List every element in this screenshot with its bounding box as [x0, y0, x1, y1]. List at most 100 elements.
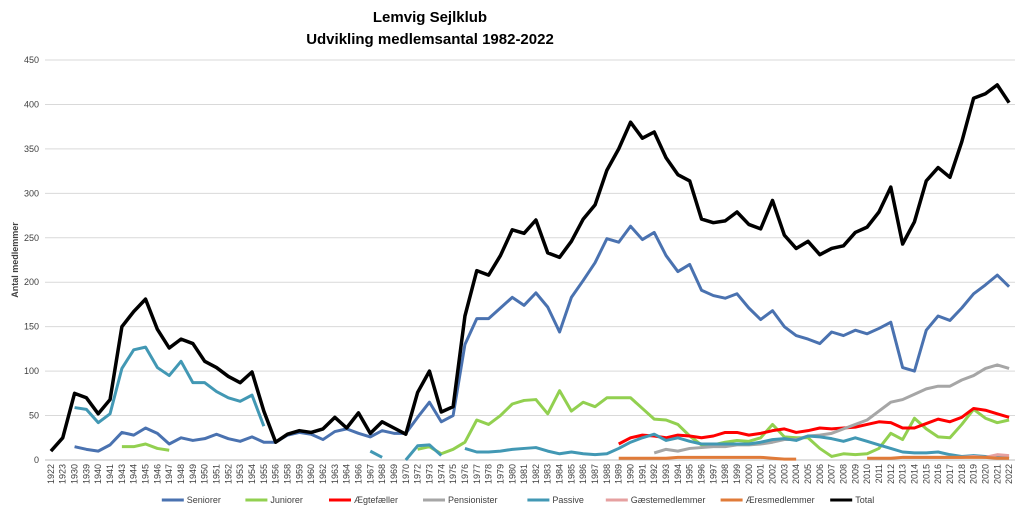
series-line: [618, 406, 1010, 446]
x-tick-label: 1986: [578, 464, 588, 484]
x-tick-label: 1990: [626, 464, 636, 484]
x-tick-label: 1945: [141, 464, 151, 484]
x-tick-label: 1923: [58, 464, 68, 484]
x-tick-label: 1992: [649, 464, 659, 484]
x-tick-label: 2016: [933, 464, 943, 484]
chart-title: Lemvig Sejlklub: [373, 9, 487, 26]
x-tick-label: 1952: [223, 464, 233, 484]
series-line: [49, 83, 1011, 453]
x-tick-label: 1981: [519, 464, 529, 484]
x-tick-label: 2006: [815, 464, 825, 484]
x-tick-label: 1996: [697, 464, 707, 484]
x-tick-label: 1988: [602, 464, 612, 484]
legend-label: Juniorer: [270, 495, 303, 505]
x-tick-label: 1949: [188, 464, 198, 484]
x-tick-label: 1930: [70, 464, 80, 484]
legend-label: Gæstemedlemmer: [631, 495, 706, 505]
x-tick-label: 2018: [957, 464, 967, 484]
x-tick-label: 1975: [448, 464, 458, 484]
x-tick-label: 1956: [271, 464, 281, 484]
x-tick-label: 1922: [46, 464, 56, 484]
x-tick-label: 2001: [756, 464, 766, 484]
x-tick-label: 1974: [436, 464, 446, 484]
x-tick-label: 1955: [259, 464, 269, 484]
y-tick-label: 100: [24, 366, 39, 376]
legend-label: Passive: [552, 495, 584, 505]
x-tick-label: 1958: [283, 464, 293, 484]
x-tick-label: 1943: [117, 464, 127, 484]
x-tick-label: 1940: [93, 464, 103, 484]
x-tick-label: 1970: [401, 464, 411, 484]
x-tick-label: 2019: [969, 464, 979, 484]
x-tick-label: 2015: [921, 464, 931, 484]
x-tick-label: 1948: [176, 464, 186, 484]
legend-label: Ægtefæller: [354, 495, 398, 505]
x-tick-label: 1980: [507, 464, 517, 484]
y-tick-label: 350: [24, 144, 39, 154]
x-tick-label: 1978: [484, 464, 494, 484]
legend-label: Seniorer: [187, 495, 221, 505]
x-tick-label: 1964: [342, 464, 352, 484]
legend-label: Pensionister: [448, 495, 498, 505]
x-tick-label: 1947: [164, 464, 174, 484]
x-tick-label: 1995: [685, 464, 695, 484]
x-tick-label: 2005: [803, 464, 813, 484]
x-tick-label: 1993: [661, 464, 671, 484]
x-tick-label: 1982: [531, 464, 541, 484]
x-tick-label: 1987: [590, 464, 600, 484]
x-tick-label: 1983: [543, 464, 553, 484]
x-tick-label: 1960: [306, 464, 316, 484]
x-tick-label: 1972: [413, 464, 423, 484]
x-tick-label: 1998: [720, 464, 730, 484]
x-tick-label: 1946: [152, 464, 162, 484]
series-line: [74, 345, 1010, 461]
y-tick-label: 0: [34, 455, 39, 465]
x-tick-label: 2017: [945, 464, 955, 484]
x-tick-label: 2021: [992, 464, 1002, 484]
x-tick-label: 2011: [874, 464, 884, 483]
x-tick-label: 2003: [779, 464, 789, 484]
x-tick-label: 2008: [838, 464, 848, 484]
x-tick-label: 2020: [980, 464, 990, 484]
x-tick-label: 1977: [472, 464, 482, 484]
x-tick-label: 1997: [708, 464, 718, 484]
x-tick-label: 2010: [862, 464, 872, 484]
series-line: [653, 363, 1010, 455]
y-tick-label: 200: [24, 277, 39, 287]
y-tick-label: 400: [24, 99, 39, 109]
x-tick-label: 1959: [294, 464, 304, 484]
x-tick-label: 2009: [850, 464, 860, 484]
x-tick-label: 1939: [81, 464, 91, 484]
x-tick-label: 2002: [768, 464, 778, 484]
series-line: [74, 224, 1011, 453]
x-tick-label: 1941: [105, 464, 115, 484]
y-tick-label: 250: [24, 233, 39, 243]
x-tick-label: 2013: [898, 464, 908, 484]
x-tick-label: 1994: [673, 464, 683, 484]
x-tick-label: 1963: [330, 464, 340, 484]
x-tick-label: 2014: [909, 464, 919, 484]
x-tick-label: 1984: [555, 464, 565, 484]
x-tick-label: 2012: [886, 464, 896, 484]
x-tick-label: 1951: [212, 464, 222, 484]
chart-subtitle: Udvikling medlemsantal 1982-2022: [306, 31, 554, 48]
x-tick-label: 1985: [566, 464, 576, 484]
y-tick-label: 300: [24, 188, 39, 198]
series-line: [618, 455, 1010, 461]
y-tick-label: 150: [24, 322, 39, 332]
legend-label: Æresmedlemmer: [746, 495, 815, 505]
x-tick-label: 1954: [247, 464, 257, 484]
x-tick-label: 1968: [377, 464, 387, 484]
x-tick-label: 1969: [389, 464, 399, 484]
y-tick-label: 450: [24, 55, 39, 65]
x-tick-label: 2004: [791, 464, 801, 484]
x-tick-label: 1953: [235, 464, 245, 484]
x-tick-label: 1973: [424, 464, 434, 484]
x-tick-label: 1967: [365, 464, 375, 484]
y-axis-label: Antal medlemmer: [10, 222, 20, 298]
x-tick-label: 1944: [129, 464, 139, 484]
x-tick-label: 1991: [637, 464, 647, 484]
x-tick-label: 2007: [827, 464, 837, 484]
x-tick-label: 1979: [495, 464, 505, 484]
